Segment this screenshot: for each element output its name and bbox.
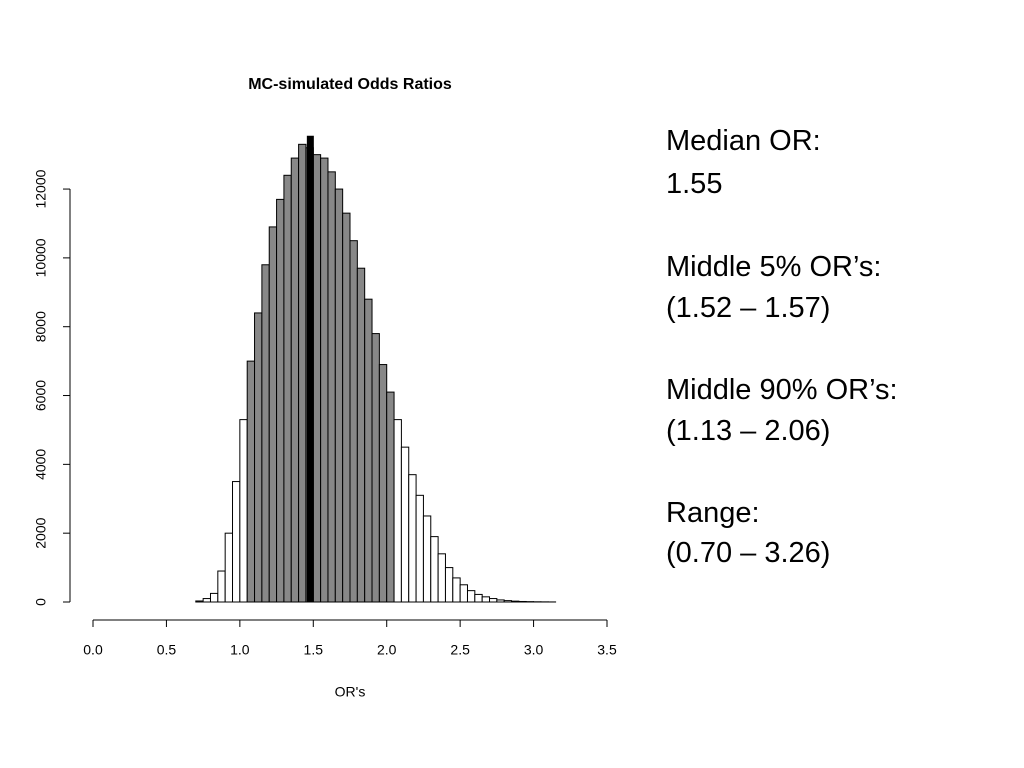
histogram-bar xyxy=(327,171,336,603)
histogram-bar xyxy=(371,333,380,603)
y-tick-label: 8000 xyxy=(33,311,49,342)
x-tick-label: 0.5 xyxy=(157,642,177,658)
histogram-bar xyxy=(511,600,520,603)
histogram-bar xyxy=(334,188,344,603)
histogram-bar xyxy=(459,584,468,603)
histogram-bar xyxy=(312,154,322,603)
x-tick-label: 3.5 xyxy=(597,642,617,658)
annotation: Middle 5% OR’s: xyxy=(666,251,881,283)
histogram-bar xyxy=(430,536,439,603)
histogram-bar xyxy=(232,481,241,603)
histogram-bar xyxy=(276,198,285,603)
histogram-bar xyxy=(298,143,307,603)
annotation: Middle 90% OR’s: xyxy=(666,374,898,406)
histogram-bar xyxy=(489,598,498,603)
histogram-bar xyxy=(349,240,358,603)
y-tick-label: 12000 xyxy=(33,169,49,208)
histogram-bar xyxy=(452,577,461,603)
histogram-bar xyxy=(474,593,483,603)
chart-title: MC-simulated Odds Ratios xyxy=(248,76,452,93)
histogram-bar xyxy=(437,553,446,603)
x-tick-label: 2.0 xyxy=(377,642,397,658)
histogram-bar xyxy=(496,599,505,603)
histogram-bar xyxy=(518,600,527,603)
histogram-bar xyxy=(444,567,454,603)
y-tick-label: 2000 xyxy=(33,517,49,548)
histogram-bar xyxy=(261,264,270,603)
histogram-bar xyxy=(393,419,402,603)
histogram-bar xyxy=(386,391,395,603)
annotation: (1.52 – 1.57) xyxy=(666,292,830,324)
x-tick-label: 2.5 xyxy=(450,642,470,658)
histogram-bar xyxy=(342,212,351,603)
x-tick-label: 0.0 xyxy=(83,642,103,658)
annotation: (1.13 – 2.06) xyxy=(666,415,830,447)
histogram-bar xyxy=(246,360,256,603)
histogram-bar xyxy=(481,596,491,603)
histogram-bar xyxy=(378,364,388,603)
histogram-bar xyxy=(356,267,366,603)
histogram-bar xyxy=(224,532,234,603)
x-tick-label: 1.0 xyxy=(230,642,250,658)
annotation: (0.70 – 3.26) xyxy=(666,537,830,569)
histogram-bar xyxy=(408,474,417,603)
x-tick-label: 3.0 xyxy=(524,642,544,658)
annotation: Median OR: xyxy=(666,125,821,157)
histogram-bar xyxy=(466,590,476,603)
histogram-bar xyxy=(239,419,248,603)
histogram-bar xyxy=(503,600,513,603)
histogram-bar xyxy=(320,157,329,603)
y-tick-label: 4000 xyxy=(33,449,49,480)
histogram-bar xyxy=(283,174,292,603)
histogram-bar xyxy=(364,298,373,603)
y-tick-label: 10000 xyxy=(33,238,49,277)
histogram-bar xyxy=(254,312,263,603)
y-tick-label: 0 xyxy=(33,598,49,606)
histogram-bar xyxy=(422,515,432,603)
histogram-bar xyxy=(202,598,211,603)
histogram-bar xyxy=(268,226,278,603)
x-tick-label: 1.5 xyxy=(304,642,324,658)
histogram-bar xyxy=(209,592,219,603)
annotation: Range: xyxy=(666,497,760,529)
histogram-bar xyxy=(290,157,300,603)
histogram-bar xyxy=(415,494,424,603)
histogram-bar xyxy=(217,570,226,603)
histogram-bar xyxy=(400,446,410,603)
annotation: 1.55 xyxy=(666,168,722,200)
histogram-bar xyxy=(195,600,204,603)
y-tick-label: 6000 xyxy=(33,380,49,411)
x-axis-label: OR's xyxy=(335,684,366,700)
